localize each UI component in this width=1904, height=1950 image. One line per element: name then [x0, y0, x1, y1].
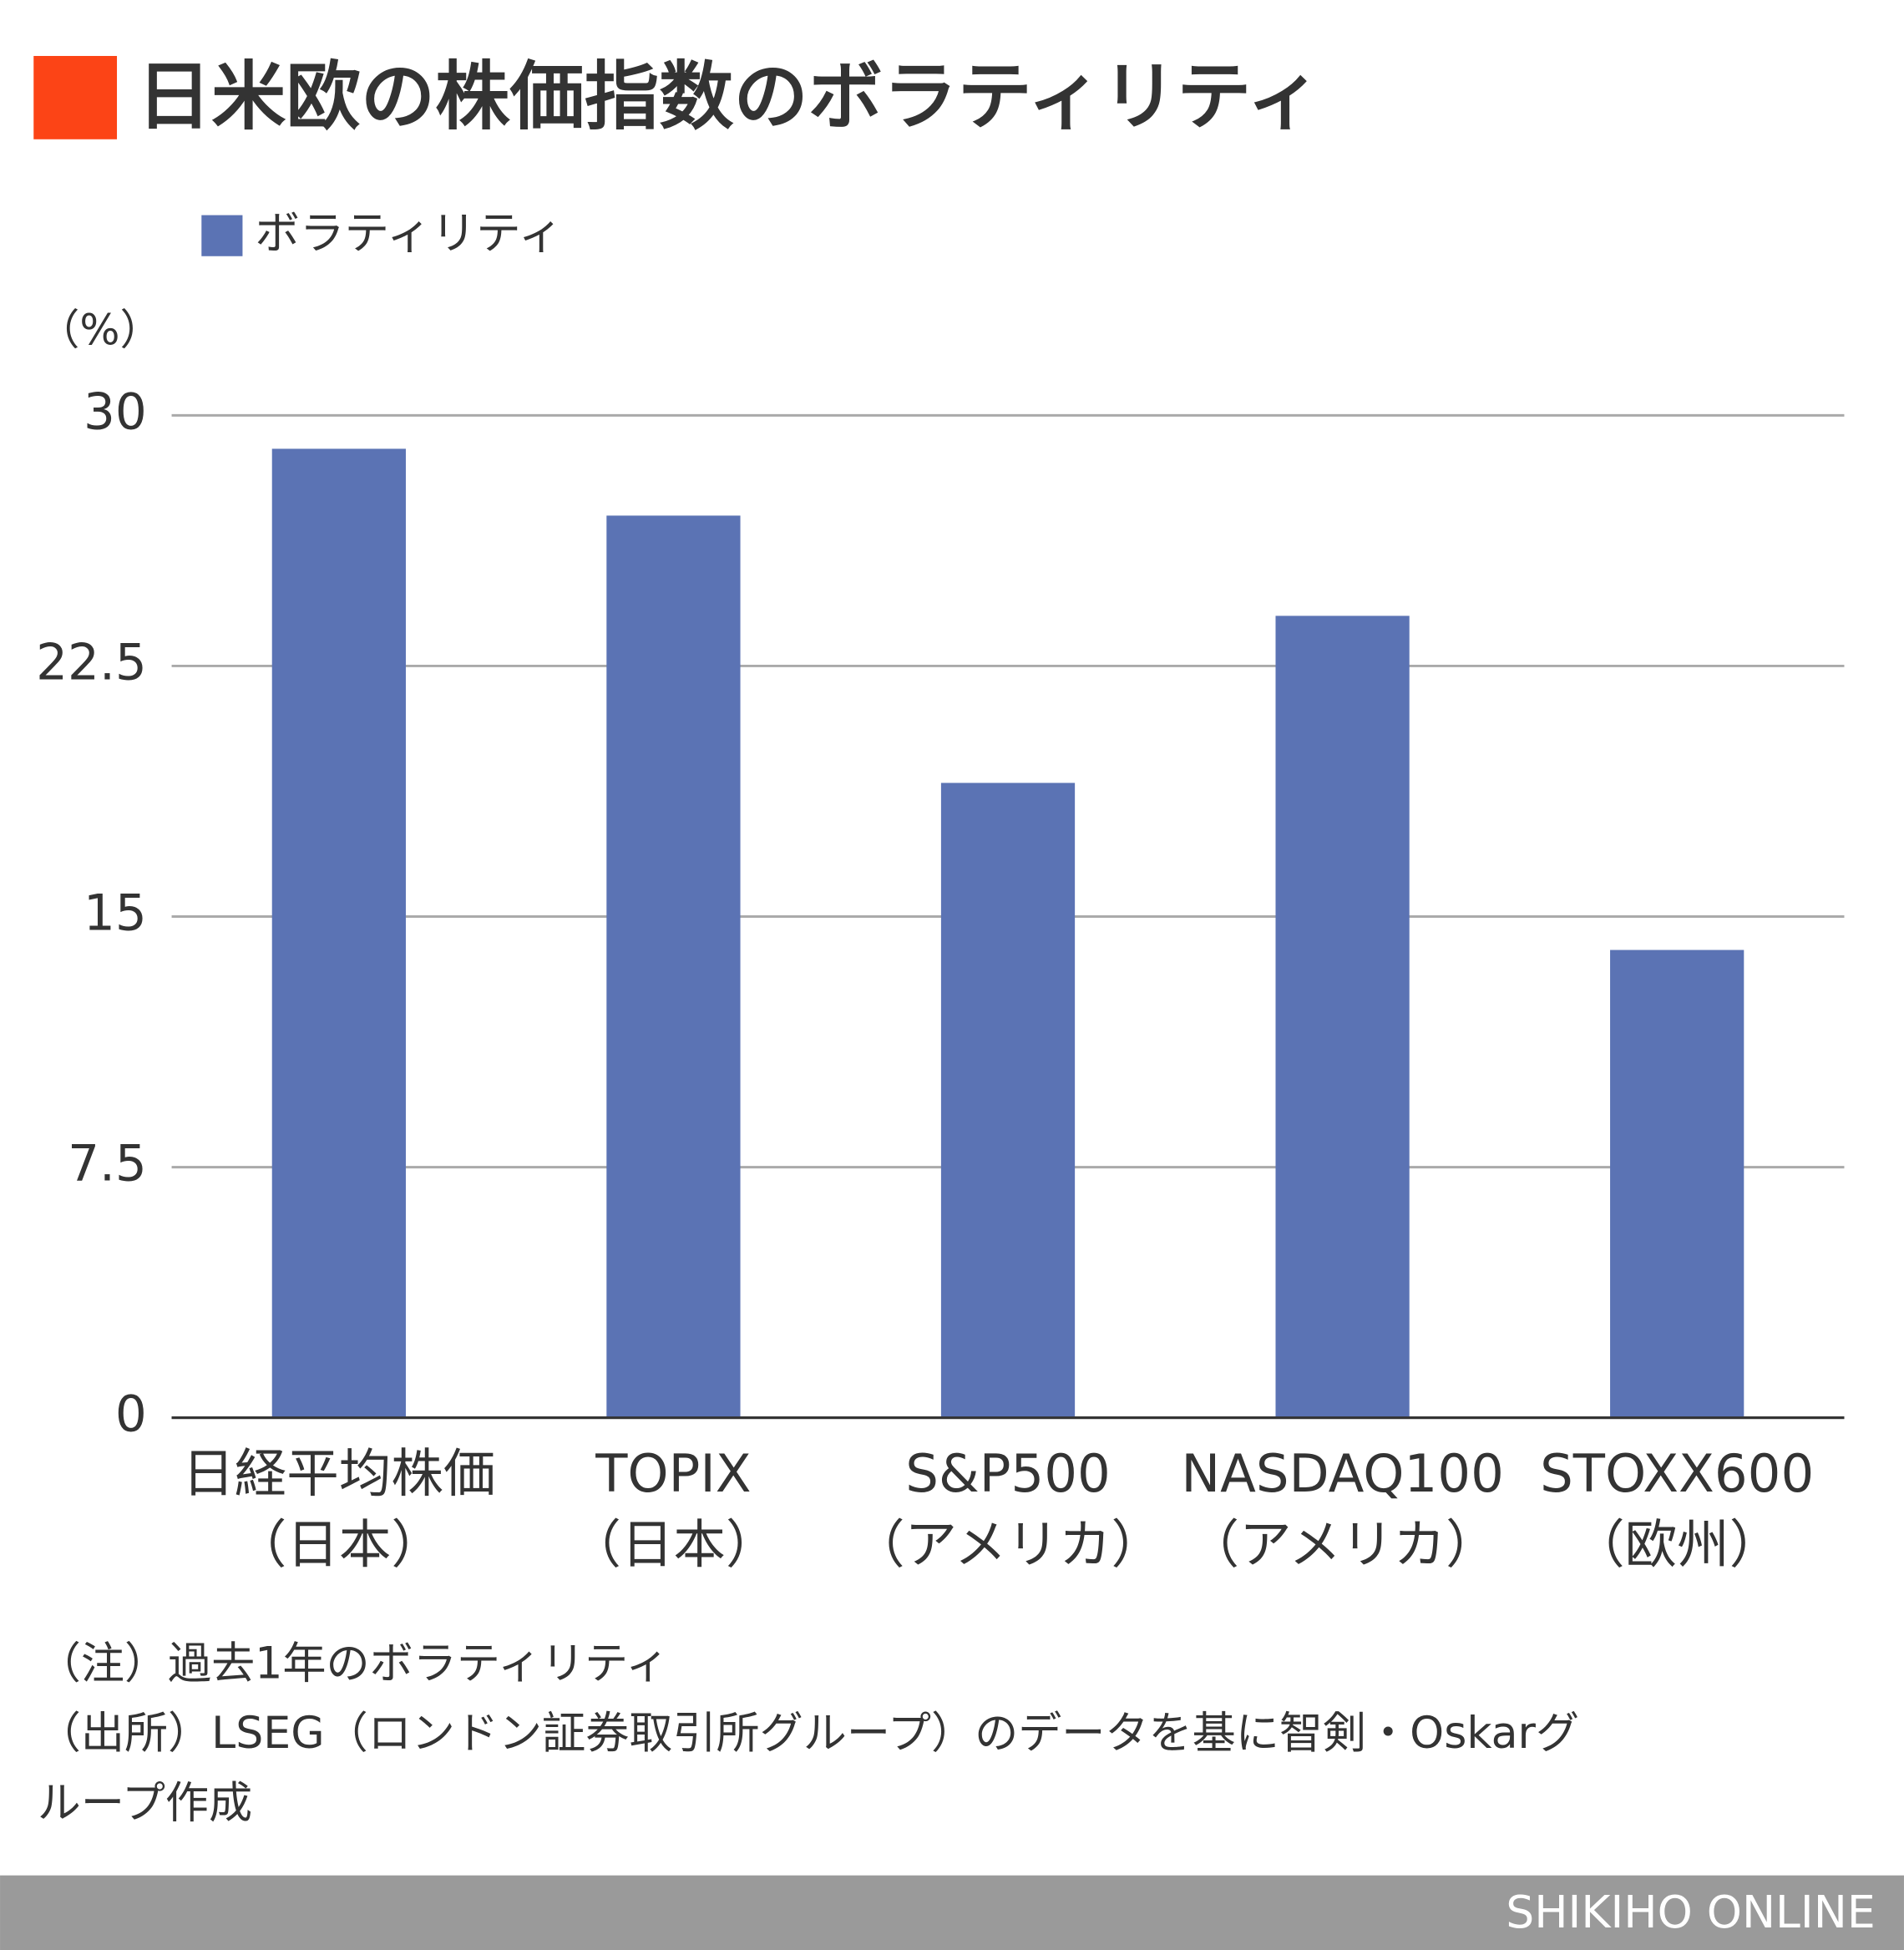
x-tick-label: 日経平均株価	[182, 1443, 495, 1504]
note: （注）過去1年のボラティリティ	[38, 1639, 669, 1689]
title-marker	[33, 56, 118, 139]
x-tick-label: TOPIX	[595, 1443, 751, 1504]
y-tick-label: 15	[84, 885, 147, 943]
legend-swatch	[201, 215, 243, 256]
x-tick-label: （日本）	[569, 1514, 777, 1575]
footer-bar	[0, 1875, 1904, 1950]
x-tick-label: S&P500	[905, 1443, 1111, 1504]
x-tick-label: NASDAQ100	[1181, 1443, 1504, 1504]
bar	[940, 783, 1076, 1418]
y-tick-label: 30	[84, 383, 147, 441]
note: ループ作成	[38, 1778, 252, 1828]
x-tick-label: （欧州）	[1572, 1514, 1781, 1575]
bar	[271, 448, 406, 1418]
y-tick-label: 22.5	[36, 635, 147, 692]
bar	[1275, 615, 1410, 1418]
y-tick-label: 7.5	[68, 1136, 147, 1193]
x-tick-label: （アメリカ）	[853, 1514, 1163, 1575]
chart-title: 日米欧の株価指数のボラティリティ	[137, 54, 1322, 141]
bar	[606, 515, 741, 1418]
bar	[1610, 950, 1744, 1418]
footer-brand: SHIKIHO ONLINE	[1506, 1886, 1876, 1938]
y-tick-label: 0	[115, 1386, 147, 1444]
x-tick-label: STOXX600	[1540, 1443, 1814, 1504]
y-axis-unit: （%）	[38, 306, 162, 355]
x-tick-label: （日本）	[235, 1514, 443, 1575]
x-tick-label: （アメリカ）	[1187, 1514, 1498, 1575]
note: （出所）LSEG（ロンドン証券取引所グループ）のデータを基に智剣・Oskarグ	[38, 1709, 1579, 1759]
legend-label: ボラティリティ	[255, 207, 563, 260]
